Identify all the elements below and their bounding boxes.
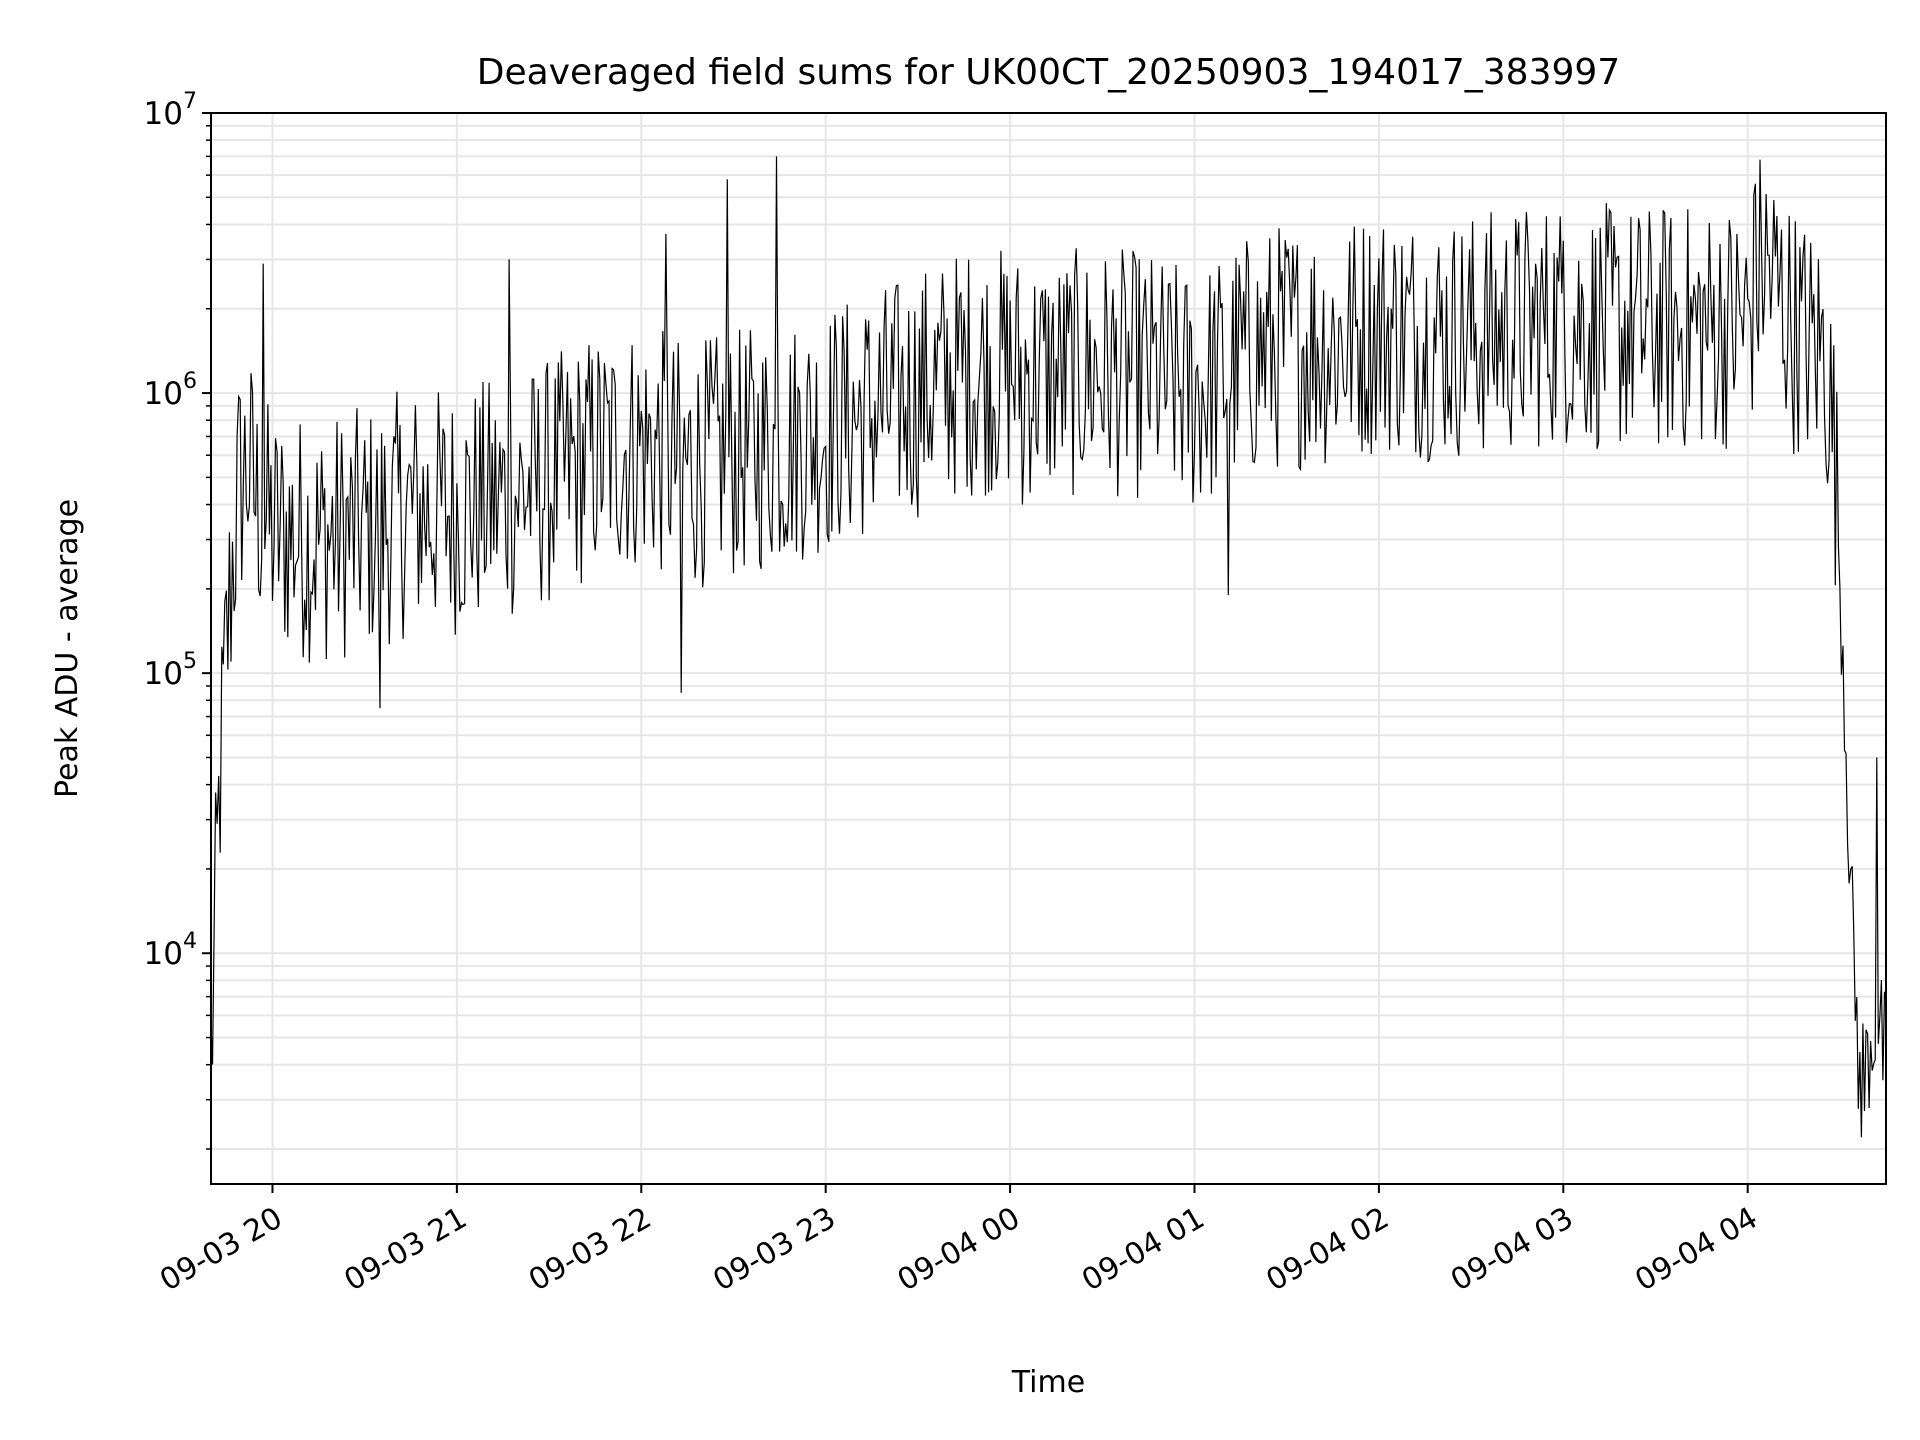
y-tick-label: 107 <box>144 89 197 132</box>
series-area <box>211 156 1886 1138</box>
chart-title: Deaveraged field sums for UK00CT_2025090… <box>477 52 1620 93</box>
y-tick-exponent: 4 <box>183 929 197 954</box>
data-series-line <box>211 156 1886 1138</box>
y-tick-base: 10 <box>144 96 183 132</box>
y-tick-exponent: 5 <box>183 649 197 674</box>
y-tick-base: 10 <box>144 376 183 412</box>
y-tick-exponent: 7 <box>183 89 197 114</box>
y-tick-label: 105 <box>144 649 197 692</box>
x-axis-label: Time <box>1011 1365 1085 1400</box>
y-axis-label: Peak ADU - average <box>50 499 85 798</box>
plot-frame <box>210 112 1887 1185</box>
y-tick-label: 104 <box>144 929 197 972</box>
y-tick-exponent: 6 <box>183 369 197 394</box>
y-tick-label: 106 <box>144 369 197 412</box>
y-tick-base: 10 <box>144 936 183 972</box>
y-tick-base: 10 <box>144 656 183 692</box>
